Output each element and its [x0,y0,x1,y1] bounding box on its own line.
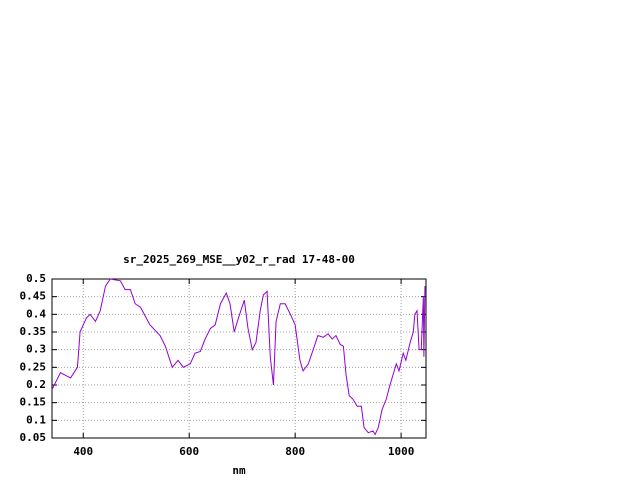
y-tick-label: 0.15 [20,396,47,409]
x-axis-label: nm [232,464,246,477]
y-tick-label: 0.05 [20,431,47,444]
y-tick-label: 0.3 [26,343,46,356]
data-line [52,278,426,436]
y-tick-label: 0.45 [20,290,47,303]
y-tick-label: 0.5 [26,272,46,285]
x-tick-label: 1000 [388,445,415,458]
y-tick-label: 0.25 [20,360,47,373]
y-tick-label: 0.2 [26,378,46,391]
x-tick-label: 400 [73,445,93,458]
y-tick-label: 0.35 [20,325,47,338]
y-tick-label: 0.1 [26,413,46,426]
chart-title: sr_2025_269_MSE__y02_r_rad 17-48-00 [123,253,355,266]
y-tick-label: 0.4 [26,307,46,320]
plot-frame [51,278,427,439]
x-tick-label: 800 [285,445,305,458]
x-tick-label: 600 [179,445,199,458]
